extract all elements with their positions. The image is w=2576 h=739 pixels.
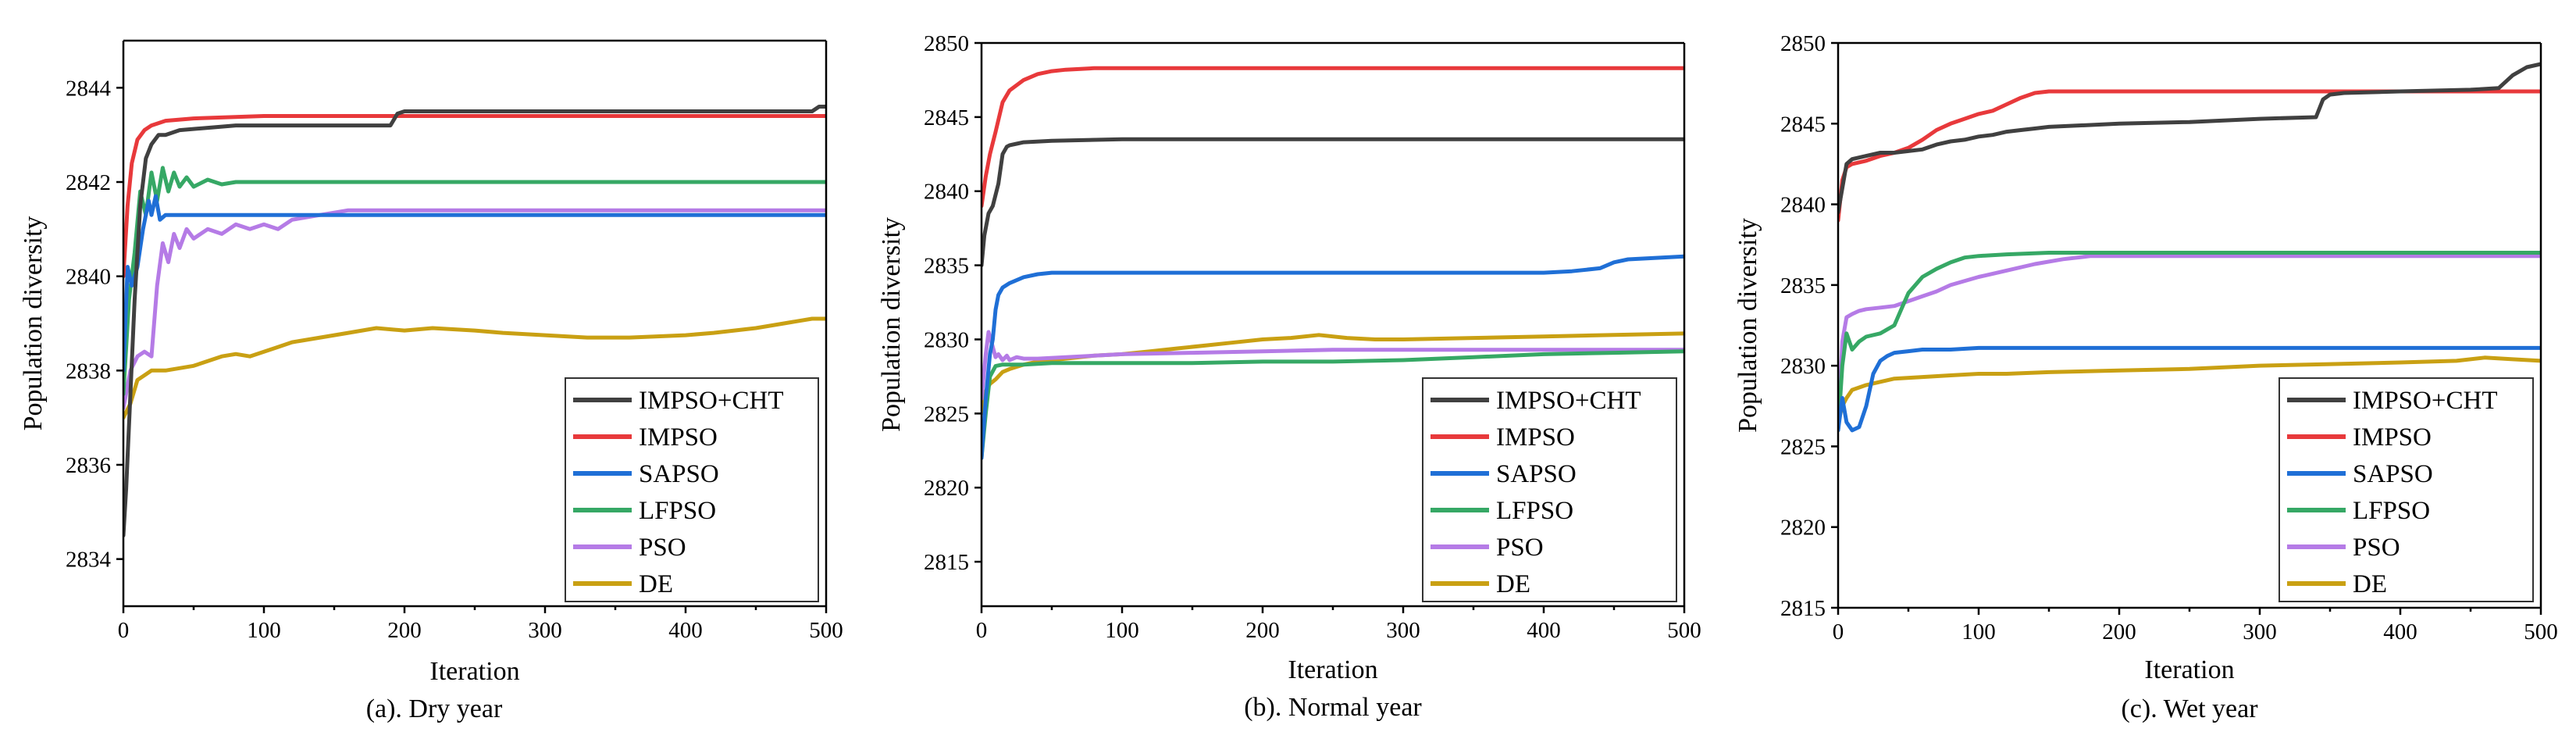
y-tick-label: 2838: [66, 359, 111, 384]
series-line-sapso: [1838, 345, 2541, 433]
legend-label: SAPSO: [639, 460, 719, 488]
legend: IMPSO+CHT IMPSO SAPSO LFPSO PSO DE: [2278, 377, 2534, 602]
series-line-impso-cht: [123, 105, 826, 537]
y-axis-label: Population diversity: [877, 217, 906, 432]
y-tick-label: 2844: [66, 76, 112, 101]
legend-label: PSO: [2353, 534, 2400, 562]
y-tick-label: 2840: [924, 180, 969, 205]
legend-label: DE: [2353, 570, 2387, 598]
y-tick-label: 2850: [924, 31, 969, 56]
x-tick-label: 500: [2524, 619, 2558, 644]
legend-label: IMPSO+CHT: [639, 387, 783, 415]
panel-caption: (b). Normal year: [1244, 693, 1422, 722]
x-tick-label: 0: [976, 618, 988, 643]
series-line-de: [123, 316, 826, 420]
x-axis-label: Iteration: [429, 657, 519, 686]
y-tick-label: 2840: [66, 265, 111, 290]
y-tick-label: 2850: [1780, 31, 1826, 56]
x-tick-label: 0: [118, 618, 130, 643]
series-line-lfpso: [982, 349, 1684, 460]
series-line-lfpso: [1838, 251, 2541, 433]
x-tick-label: 300: [1386, 618, 1420, 643]
panel-caption: (a). Dry year: [366, 694, 503, 723]
series-line-sapso: [123, 194, 826, 373]
y-tick-label: 2834: [66, 548, 112, 573]
y-tick-label: 2820: [924, 476, 969, 501]
series-line-impso-cht: [1838, 62, 2541, 215]
x-axis-label: Iteration: [1288, 655, 1377, 684]
legend-label: SAPSO: [1496, 460, 1577, 488]
x-tick-label: 100: [247, 618, 281, 643]
legend-box: [1422, 377, 1677, 602]
y-tick-label: 2842: [66, 170, 111, 195]
x-tick-label: 200: [2102, 619, 2136, 644]
x-tick-label: 0: [1833, 619, 1844, 644]
legend-label: IMPSO: [1496, 423, 1575, 452]
x-tick-label: 200: [387, 618, 422, 643]
series-line-de: [982, 331, 1684, 416]
y-axis-label: Population diversity: [19, 216, 48, 431]
y-tick-label: 2836: [66, 453, 111, 478]
series-line-impso-cht: [982, 137, 1684, 268]
legend-label: IMPSO: [2353, 423, 2432, 452]
series-line-impso: [982, 66, 1684, 209]
legend-box: [2278, 377, 2534, 602]
y-tick-label: 2825: [924, 402, 969, 427]
y-tick-label: 2840: [1780, 193, 1826, 218]
legend: IMPSO+CHT IMPSO SAPSO LFPSO PSO DE: [565, 377, 819, 602]
x-tick-label: 200: [1245, 618, 1280, 643]
legend-label: LFPSO: [2353, 497, 2430, 525]
panel-normal-year: 0 100 200 300 400 500 2815 2820 2825 2830 2835 2840…: [877, 31, 1701, 722]
x-axis-label: Iteration: [2144, 655, 2234, 684]
series-group: [1838, 62, 2541, 433]
legend-label: IMPSO+CHT: [1496, 387, 1641, 415]
series-line-de: [1838, 355, 2541, 424]
y-tick-label: 2825: [1780, 434, 1826, 459]
legend-label: LFPSO: [639, 497, 716, 525]
legend-label: DE: [1496, 570, 1530, 598]
x-tick-label: 400: [668, 618, 703, 643]
legend-label: IMPSO: [639, 423, 718, 452]
series-line-pso: [1838, 254, 2541, 433]
y-tick-label: 2845: [1780, 112, 1826, 137]
y-tick-label: 2830: [924, 327, 969, 352]
x-tick-label: 500: [809, 618, 843, 643]
series-line-lfpso: [123, 166, 826, 396]
series-line-sapso: [982, 254, 1684, 460]
legend-label: LFPSO: [1496, 497, 1573, 525]
panel-wet-year: 0 100 200 300 400 500 2815 2820 2825 2830 2835 2840…: [1733, 31, 2558, 723]
legend-label: PSO: [639, 534, 686, 562]
legend-box: [565, 377, 819, 602]
y-tick-label: 2835: [924, 254, 969, 279]
x-tick-label: 300: [528, 618, 562, 643]
y-tick-label: 2820: [1780, 516, 1826, 541]
legend-label: IMPSO+CHT: [2353, 387, 2497, 415]
y-axis-label: Population diversity: [1733, 218, 1762, 433]
series-group: [982, 66, 1684, 460]
series-line-impso: [1838, 89, 2541, 223]
series-line-impso: [123, 114, 826, 279]
x-tick-label: 100: [1105, 618, 1139, 643]
legend-label: DE: [639, 570, 673, 598]
x-tick-label: 500: [1667, 618, 1701, 643]
y-tick-label: 2835: [1780, 273, 1826, 298]
y-tick-label: 2845: [924, 105, 969, 130]
panel-caption: (c). Wet year: [2121, 694, 2258, 723]
legend: IMPSO+CHT IMPSO SAPSO LFPSO PSO DE: [1422, 377, 1677, 602]
panel-dry-year: 0 100 200 300 400 500 2834 2836 2838 2840 2842 2844…: [19, 39, 843, 723]
x-tick-label: 400: [1527, 618, 1561, 643]
x-tick-label: 100: [1961, 619, 1996, 644]
y-tick-label: 2815: [924, 550, 969, 575]
x-tick-label: 400: [2383, 619, 2417, 644]
series-line-pso: [982, 330, 1684, 401]
y-tick-label: 2815: [1780, 596, 1826, 621]
series-line-pso: [123, 208, 826, 411]
y-tick-label: 2830: [1780, 354, 1826, 379]
legend-label: SAPSO: [2353, 460, 2433, 488]
series-group: [123, 105, 826, 537]
legend-label: PSO: [1496, 534, 1544, 562]
x-tick-label: 300: [2243, 619, 2277, 644]
